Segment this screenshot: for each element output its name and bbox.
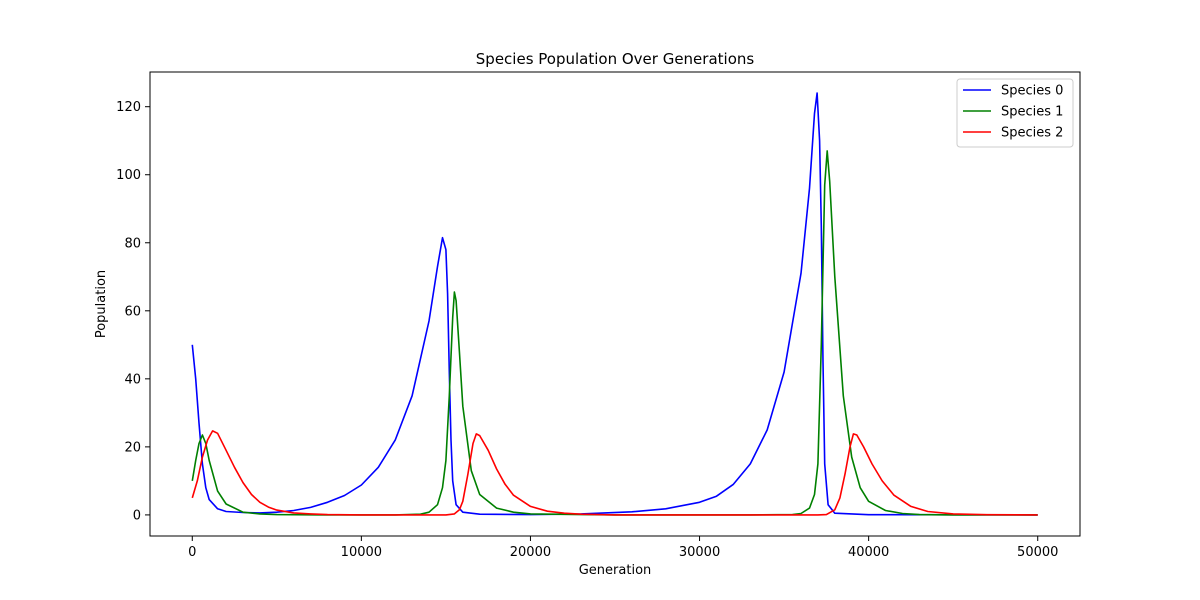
plot-frame (149, 71, 1081, 537)
x-tick-label: 30000 (679, 545, 720, 560)
legend-label: Species 2 (1001, 126, 1063, 141)
y-tick-label: 20 (124, 440, 141, 455)
y-tick-label: 100 (116, 168, 141, 183)
x-tick-label: 20000 (510, 545, 551, 560)
legend: Species 0 Species 1 Species 2 (956, 78, 1074, 148)
legend-label: Species 1 (1001, 105, 1063, 120)
y-tick-label: 60 (124, 304, 141, 319)
y-tick-label: 40 (124, 372, 141, 387)
y-tick-label: 120 (116, 100, 141, 115)
x-tick-label: 40000 (848, 545, 889, 560)
y-axis-label: Population (94, 270, 109, 338)
series-line-2 (191, 430, 1038, 516)
legend-box (956, 78, 1074, 148)
y-tick-label: 0 (133, 508, 141, 523)
x-axis-label: Generation (579, 563, 652, 578)
y-tick-label: 80 (124, 236, 141, 251)
y-axis: 0 20 40 60 80 100 120 (116, 100, 150, 523)
x-tick-label: 50000 (1017, 545, 1058, 560)
chart-title: Species Population Over Generations (476, 50, 755, 68)
x-tick-label: 0 (188, 545, 196, 560)
x-tick-label: 10000 (341, 545, 382, 560)
series-line-1 (191, 150, 1038, 516)
x-axis: 0 10000 20000 30000 40000 50000 (188, 536, 1058, 560)
series-layer (191, 92, 1038, 516)
legend-label: Species 0 (1001, 84, 1063, 99)
